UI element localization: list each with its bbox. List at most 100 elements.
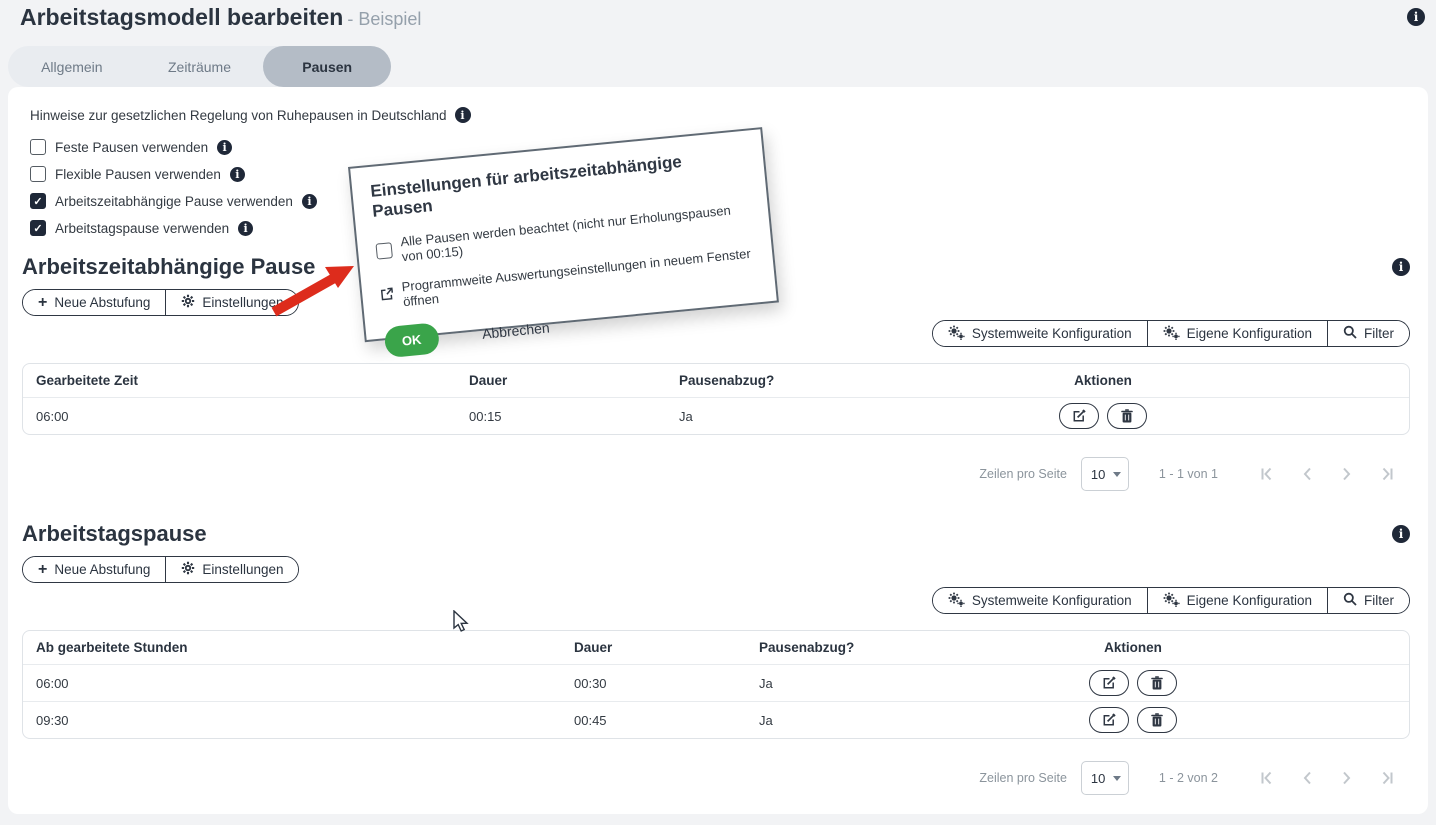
new-abstufung-button[interactable]: + Neue Abstufung xyxy=(23,557,166,582)
first-page-button[interactable] xyxy=(1260,771,1275,785)
mouse-cursor xyxy=(453,610,469,632)
checkbox-row-arbeitszeitabhaengig: Arbeitszeitabhängige Pause verwenden i xyxy=(30,193,1410,209)
trash-icon xyxy=(1121,409,1133,423)
last-page-button[interactable] xyxy=(1379,467,1394,481)
new-abstufung-button[interactable]: + Neue Abstufung xyxy=(23,290,166,315)
info-icon[interactable]: i xyxy=(217,139,233,155)
first-page-button[interactable] xyxy=(1260,467,1275,481)
arbeitstagspause-table: Ab gearbeitete Stunden Dauer Pausenabzug… xyxy=(22,630,1410,739)
edit-icon xyxy=(1073,409,1086,422)
einstellungen-button[interactable]: Einstellungen xyxy=(165,557,299,582)
checkbox-label: Arbeitstagspause verwenden xyxy=(55,220,230,236)
next-page-button[interactable] xyxy=(1340,467,1353,481)
filter-button[interactable]: Filter xyxy=(1327,321,1409,346)
edit-button[interactable] xyxy=(1089,707,1129,733)
page-title: Arbeitstagsmodell bearbeiten - Beispiel xyxy=(20,4,421,31)
button-label: Eigene Konfiguration xyxy=(1186,326,1312,341)
button-label: Eigene Konfiguration xyxy=(1186,593,1312,608)
tab-allgemein[interactable]: Allgemein xyxy=(41,58,103,75)
legal-hint: Hinweise zur gesetzlichen Regelung von R… xyxy=(30,107,1410,123)
section1-toolbar: Systemweite Konfiguration Eigene Konfigu… xyxy=(22,320,1410,347)
checkbox-label: Flexible Pausen verwenden xyxy=(55,166,221,182)
edit-button[interactable] xyxy=(1089,670,1129,696)
delete-button[interactable] xyxy=(1137,670,1177,696)
cell-ab-stunden: 06:00 xyxy=(36,675,69,691)
prev-page-button[interactable] xyxy=(1301,467,1314,481)
cell-pausenabzug: Ja xyxy=(759,675,773,691)
last-page-button[interactable] xyxy=(1379,771,1394,785)
table-row: 06:00 00:30 Ja xyxy=(23,664,1409,701)
pagination-range: 1 - 1 von 1 xyxy=(1158,467,1218,481)
column-header: Aktionen xyxy=(1074,373,1132,388)
checkbox-unchecked[interactable] xyxy=(375,242,393,260)
gear-icon xyxy=(181,561,195,578)
popup-link-row[interactable]: Programmweite Auswertungseinstellungen i… xyxy=(379,246,756,312)
checkbox-checked[interactable] xyxy=(30,193,46,209)
info-icon: i xyxy=(1407,8,1425,26)
info-icon[interactable]: i xyxy=(1392,258,1410,276)
search-icon xyxy=(1343,325,1357,342)
button-label: Systemweite Konfiguration xyxy=(971,593,1132,608)
rows-per-page-label: Zeilen pro Seite xyxy=(979,467,1067,481)
cell-pausenabzug: Ja xyxy=(679,408,693,424)
button-label: Filter xyxy=(1364,326,1394,341)
info-icon[interactable]: i xyxy=(1392,525,1410,543)
section1-pagination: Zeilen pro Seite 10 1 - 1 von 1 xyxy=(22,457,1410,491)
arbeitszeitabhaengige-pause-table: Gearbeitete Zeit Dauer Pausenabzug? Akti… xyxy=(22,363,1410,435)
column-header: Gearbeitete Zeit xyxy=(36,373,139,388)
edit-button[interactable] xyxy=(1059,403,1099,429)
checkbox-unchecked[interactable] xyxy=(30,139,46,155)
legal-hint-text: Hinweise zur gesetzlichen Regelung von R… xyxy=(30,107,447,123)
trash-icon xyxy=(1151,676,1163,690)
info-icon[interactable]: i xyxy=(238,220,254,236)
tab-bar: Allgemein Zeiträume Pausen xyxy=(8,46,392,87)
checkbox-label: Arbeitszeitabhängige Pause verwenden xyxy=(55,193,293,209)
rows-per-page-select[interactable]: 10 xyxy=(1080,761,1129,795)
checkbox-unchecked[interactable] xyxy=(30,166,46,182)
info-icon[interactable]: i xyxy=(229,166,245,182)
tab-zeitraeume[interactable]: Zeiträume xyxy=(167,58,232,75)
filter-button[interactable]: Filter xyxy=(1327,588,1409,613)
prev-page-button[interactable] xyxy=(1301,771,1314,785)
red-annotation-arrow xyxy=(271,266,354,317)
button-label: Filter xyxy=(1364,593,1394,608)
eigene-konfiguration-button[interactable]: Eigene Konfiguration xyxy=(1146,588,1327,613)
section1-title: Arbeitszeitabhängige Pause xyxy=(22,254,316,279)
cancel-button[interactable]: Abbrechen xyxy=(475,317,556,343)
button-label: Einstellungen xyxy=(202,295,284,310)
systemweite-konfiguration-button[interactable]: Systemweite Konfiguration xyxy=(932,321,1147,346)
cell-gearbeitete-zeit: 06:00 xyxy=(36,408,69,424)
ok-button[interactable]: OK xyxy=(383,322,440,359)
pause-settings-popup: Einstellungen für arbeitszeitabhängige P… xyxy=(348,127,779,359)
info-icon[interactable]: i xyxy=(454,107,471,123)
search-icon xyxy=(1343,592,1357,609)
checkbox-checked[interactable] xyxy=(30,220,46,236)
plus-icon: + xyxy=(38,560,48,578)
chevron-down-icon xyxy=(1112,775,1121,781)
delete-button[interactable] xyxy=(1137,707,1177,733)
section2-actions: + Neue Abstufung Einstellungen xyxy=(22,556,1410,583)
column-header: Ab gearbeitete Stunden xyxy=(36,640,188,655)
gear-icon xyxy=(181,294,195,311)
button-label: Neue Abstufung xyxy=(54,562,151,577)
tab-pausen[interactable]: Pausen xyxy=(263,46,392,87)
page-info-icon[interactable]: i xyxy=(1407,8,1425,26)
cell-dauer: 00:30 xyxy=(574,675,607,691)
pagination-range: 1 - 2 von 2 xyxy=(1158,771,1218,785)
table-header-row: Gearbeitete Zeit Dauer Pausenabzug? Akti… xyxy=(23,364,1409,397)
section2-title: Arbeitstagspause xyxy=(22,521,207,546)
rows-per-page-select[interactable]: 10 xyxy=(1080,457,1129,491)
section2-header: Arbeitstagspause i xyxy=(22,521,1410,547)
delete-button[interactable] xyxy=(1107,403,1147,429)
trash-icon xyxy=(1151,713,1163,727)
systemweite-konfiguration-button[interactable]: Systemweite Konfiguration xyxy=(932,588,1147,613)
eigene-konfiguration-button[interactable]: Eigene Konfiguration xyxy=(1146,321,1327,346)
section2-pagination: Zeilen pro Seite 10 1 - 2 von 2 xyxy=(22,761,1410,795)
rows-per-page-value: 10 xyxy=(1090,770,1106,786)
next-page-button[interactable] xyxy=(1340,771,1353,785)
table-header-row: Ab gearbeitete Stunden Dauer Pausenabzug… xyxy=(23,631,1409,664)
checkbox-label: Feste Pausen verwenden xyxy=(55,139,209,155)
info-icon[interactable]: i xyxy=(301,193,317,209)
section1-header: Arbeitszeitabhängige Pause i xyxy=(22,254,1410,280)
button-label: Einstellungen xyxy=(202,562,284,577)
